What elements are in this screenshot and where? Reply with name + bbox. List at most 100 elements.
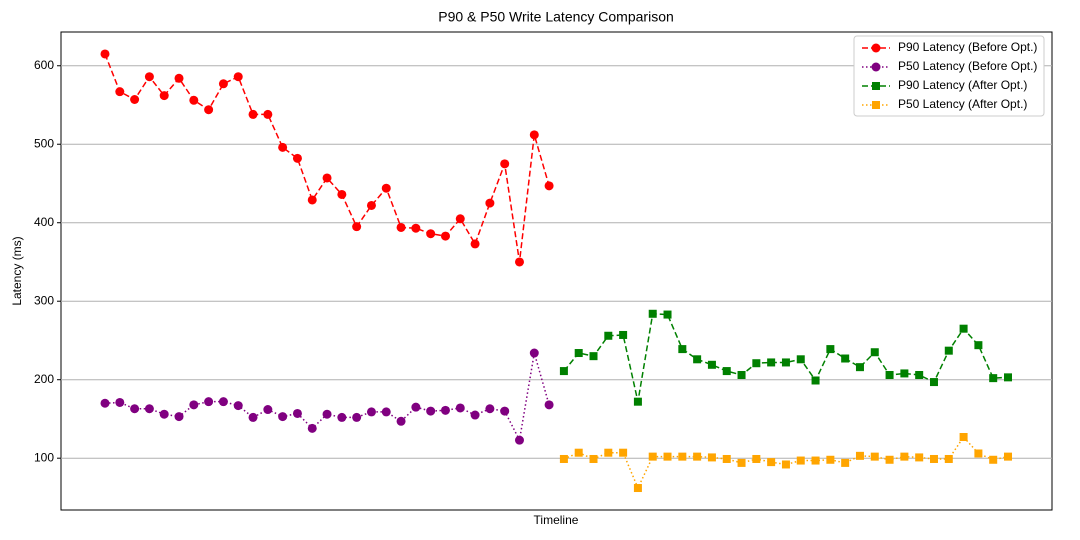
marker — [929, 378, 938, 387]
legend-marker — [872, 101, 880, 109]
marker — [752, 359, 761, 368]
marker — [589, 352, 598, 361]
marker — [396, 416, 406, 426]
marker — [529, 130, 539, 140]
marker — [352, 412, 362, 422]
marker — [455, 214, 465, 224]
series-line — [104, 352, 550, 443]
marker — [944, 454, 953, 463]
marker — [500, 406, 510, 416]
marker — [1004, 373, 1012, 382]
marker — [796, 456, 805, 465]
y-tick-label: 100 — [34, 450, 54, 464]
marker — [915, 370, 924, 379]
marker — [959, 433, 968, 442]
marker — [307, 195, 317, 205]
legend-box — [853, 35, 1045, 117]
marker — [470, 410, 480, 420]
marker — [100, 49, 110, 59]
marker — [663, 452, 672, 461]
marker — [781, 460, 790, 469]
marker — [796, 355, 805, 364]
marker — [174, 73, 184, 83]
marker — [693, 355, 702, 364]
series-line — [563, 312, 1009, 402]
marker — [411, 223, 421, 233]
marker — [737, 370, 746, 379]
marker — [115, 87, 125, 97]
marker — [130, 404, 140, 414]
marker — [619, 330, 628, 339]
marker — [944, 346, 953, 355]
marker — [233, 72, 243, 82]
marker — [218, 397, 228, 407]
marker — [322, 409, 332, 419]
marker — [248, 109, 258, 119]
y-tick-label: 500 — [34, 136, 54, 150]
marker — [159, 91, 169, 101]
marker — [470, 239, 480, 249]
chart-title: P90 & P50 Write Latency Comparison — [438, 9, 674, 25]
marker — [307, 423, 317, 433]
marker — [693, 452, 702, 461]
marker — [144, 72, 154, 82]
marker — [559, 454, 568, 463]
marker — [885, 455, 894, 464]
marker — [885, 370, 894, 379]
legend-marker — [871, 62, 881, 72]
marker — [485, 198, 495, 208]
series-line — [104, 53, 550, 263]
marker — [174, 412, 184, 422]
marker — [648, 452, 657, 461]
marker — [737, 458, 746, 467]
marker — [500, 159, 510, 169]
marker — [292, 408, 302, 418]
marker — [130, 95, 140, 105]
marker — [381, 183, 391, 193]
marker — [678, 345, 687, 354]
marker — [811, 456, 820, 465]
marker — [663, 310, 672, 319]
marker — [485, 404, 495, 414]
marker — [144, 404, 154, 414]
marker — [767, 458, 776, 467]
marker — [989, 455, 998, 464]
marker — [337, 189, 347, 199]
marker — [678, 452, 687, 461]
marker — [589, 454, 598, 463]
marker — [707, 360, 716, 369]
marker — [974, 341, 983, 350]
marker — [189, 400, 199, 410]
marker — [322, 173, 332, 183]
marker — [233, 401, 243, 411]
marker — [544, 400, 554, 410]
y-tick-label: 600 — [34, 58, 54, 72]
marker — [929, 454, 938, 463]
marker — [633, 484, 642, 493]
marker — [619, 448, 628, 457]
x-axis-label: Timeline — [534, 513, 579, 527]
legend-label: P50 Latency (Before Opt.) — [898, 59, 1037, 73]
marker — [767, 358, 776, 367]
marker — [648, 309, 657, 318]
marker — [811, 376, 820, 385]
marker — [574, 448, 583, 457]
y-axis-label: Latency (ms) — [10, 236, 24, 305]
marker — [900, 369, 909, 378]
marker — [841, 458, 850, 467]
marker — [722, 454, 731, 463]
marker — [826, 455, 835, 464]
marker — [396, 222, 406, 232]
legend-label: P50 Latency (After Opt.) — [898, 97, 1027, 111]
marker — [514, 435, 524, 445]
marker — [455, 403, 465, 413]
marker — [855, 363, 864, 372]
marker — [426, 406, 436, 416]
marker — [870, 348, 879, 357]
y-tick-label: 200 — [34, 372, 54, 386]
marker — [292, 153, 302, 163]
marker — [915, 453, 924, 462]
marker — [604, 448, 613, 457]
marker — [204, 397, 214, 407]
